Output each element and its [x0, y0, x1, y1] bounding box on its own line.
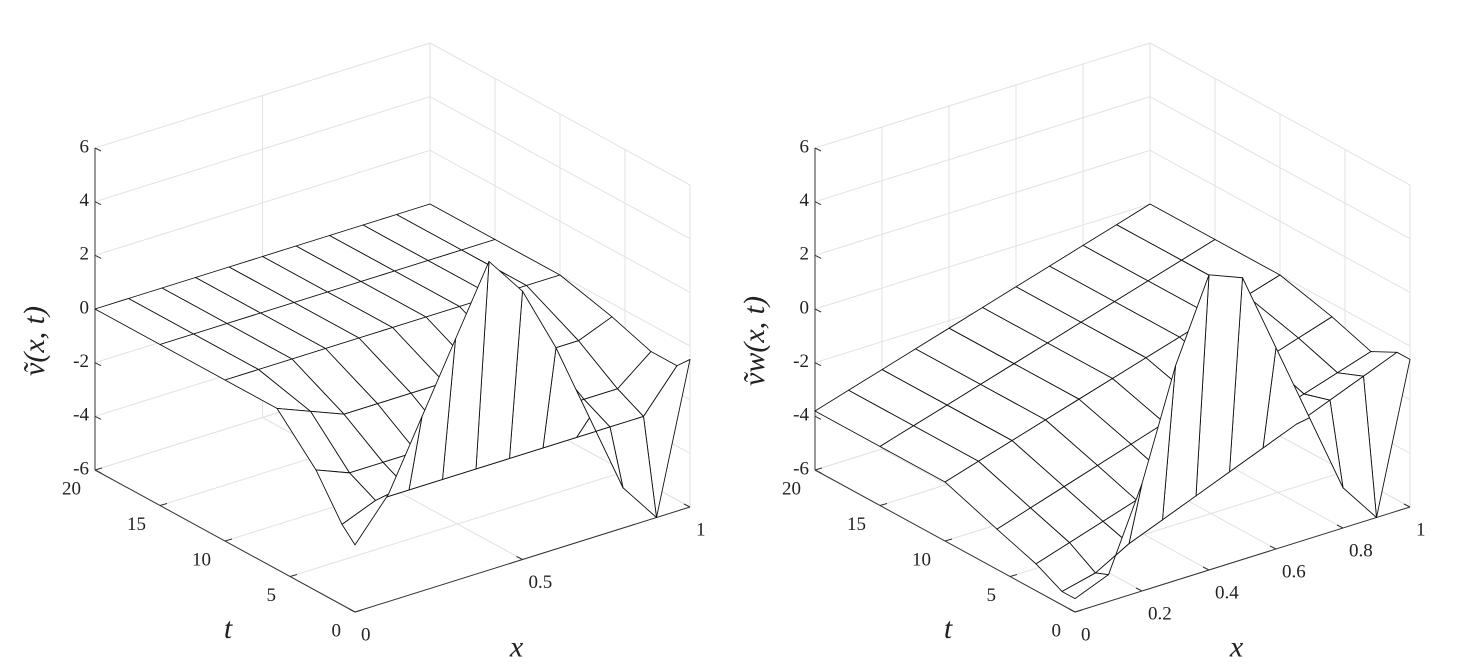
tick-mark: [1068, 608, 1076, 613]
tick-mark: [814, 254, 822, 259]
y-tick-label: 10: [912, 549, 931, 570]
y-tick-label: 0: [1052, 620, 1062, 641]
tick-mark: [94, 147, 102, 152]
y-tick-label: 20: [62, 478, 81, 499]
grid-line: [1149, 149, 1411, 293]
mesh-cell: [1061, 572, 1109, 600]
tick-mark: [879, 503, 888, 506]
tick-mark: [814, 201, 822, 206]
y-tick-label: 5: [987, 585, 997, 606]
tick-mark: [814, 362, 822, 367]
grid-line: [429, 96, 691, 240]
tick-mark: [814, 469, 822, 474]
y-tick-label: 10: [192, 549, 211, 570]
tick-mark: [348, 608, 356, 613]
z-tick-label: -4: [73, 405, 89, 426]
tick-mark: [944, 538, 953, 542]
z-tick-label: -4: [793, 405, 809, 426]
z-tick-label: 0: [80, 297, 90, 318]
tick-mark: [159, 503, 168, 506]
x-tick-label: 0.8: [1349, 540, 1373, 561]
y-tick-label: 15: [127, 514, 146, 535]
z-tick-label: 4: [80, 190, 90, 211]
tick-mark: [1269, 545, 1277, 550]
x-tick-label: 0: [1081, 624, 1091, 645]
x-tick-label: 0.4: [1215, 582, 1239, 603]
y-axis-label: t: [224, 612, 233, 645]
x-tick-label: 0.5: [529, 572, 553, 593]
tick-mark: [224, 538, 233, 542]
z-axis-label: ṽ(x, t): [18, 306, 51, 376]
tick-mark: [94, 469, 102, 474]
surface-plot: -6 -4 -2 0 2 4 6 0 5 10 15 20 0 0.5 1 ṽ(x, t) t x: [18, 42, 706, 663]
tick-mark: [1009, 574, 1018, 577]
x-axis-label: x: [509, 630, 524, 663]
tick-mark: [94, 415, 102, 420]
grid-line: [429, 42, 691, 186]
x-axis: [1074, 506, 1411, 613]
tick-mark: [94, 467, 103, 471]
z-tick-label: -6: [793, 458, 809, 479]
grid-line: [814, 149, 1151, 256]
tick-mark: [1202, 566, 1210, 571]
x-axis-label: x: [1229, 630, 1244, 663]
x-tick-label: 0: [361, 624, 371, 645]
x-tick-label: 0.2: [1148, 603, 1172, 624]
tick-mark: [814, 308, 822, 313]
tick-mark: [1074, 609, 1083, 613]
z-tick-label: 4: [800, 190, 810, 211]
tick-mark: [94, 254, 102, 259]
tick-mark: [94, 201, 102, 206]
grid-line: [94, 42, 431, 149]
mesh-cell: [341, 493, 389, 546]
grid-line: [1149, 96, 1411, 240]
tick-mark: [289, 574, 298, 577]
grid-line: [289, 471, 626, 577]
tick-mark: [683, 503, 691, 508]
tick-mark: [354, 609, 363, 613]
y-axis-label: t: [944, 612, 953, 645]
tick-mark: [1135, 587, 1143, 592]
z-tick-label: 2: [80, 244, 90, 265]
x-tick-label: 1: [696, 519, 706, 540]
tick-mark: [1403, 503, 1411, 508]
tick-mark: [1336, 524, 1344, 529]
z-tick-label: 2: [800, 244, 810, 265]
z-axis-label: ṽw(x, t): [738, 296, 771, 386]
grid-line: [814, 203, 1151, 310]
tick-mark: [94, 362, 102, 367]
y-tick-label: 20: [782, 478, 801, 499]
z-tick-label: -2: [793, 351, 809, 372]
z-tick-label: -2: [73, 351, 89, 372]
surface-plot: -6 -4 -2 0 2 4 6 0 5 10 15 20 0 0.2 0.4 0.6 0.8 1 ṽw(x, t)…: [738, 42, 1426, 663]
z-tick-label: 0: [800, 297, 810, 318]
grid-line: [814, 42, 1151, 149]
z-tick-label: -6: [73, 458, 89, 479]
x-tick-label: 1: [1416, 519, 1426, 540]
grid-line: [814, 96, 1151, 203]
grid-line: [94, 96, 431, 203]
grid-line: [94, 149, 431, 256]
y-tick-label: 5: [267, 585, 277, 606]
grid-line: [1149, 42, 1411, 186]
grid-line: [429, 149, 691, 293]
z-tick-label: 6: [800, 136, 810, 157]
y-tick-label: 15: [847, 514, 866, 535]
y-tick-label: 0: [332, 620, 342, 641]
tick-mark: [814, 147, 822, 152]
tick-mark: [516, 556, 523, 560]
z-tick-label: 6: [80, 136, 90, 157]
tick-mark: [814, 467, 823, 471]
tick-mark: [814, 415, 822, 420]
x-tick-label: 0.6: [1282, 561, 1306, 582]
